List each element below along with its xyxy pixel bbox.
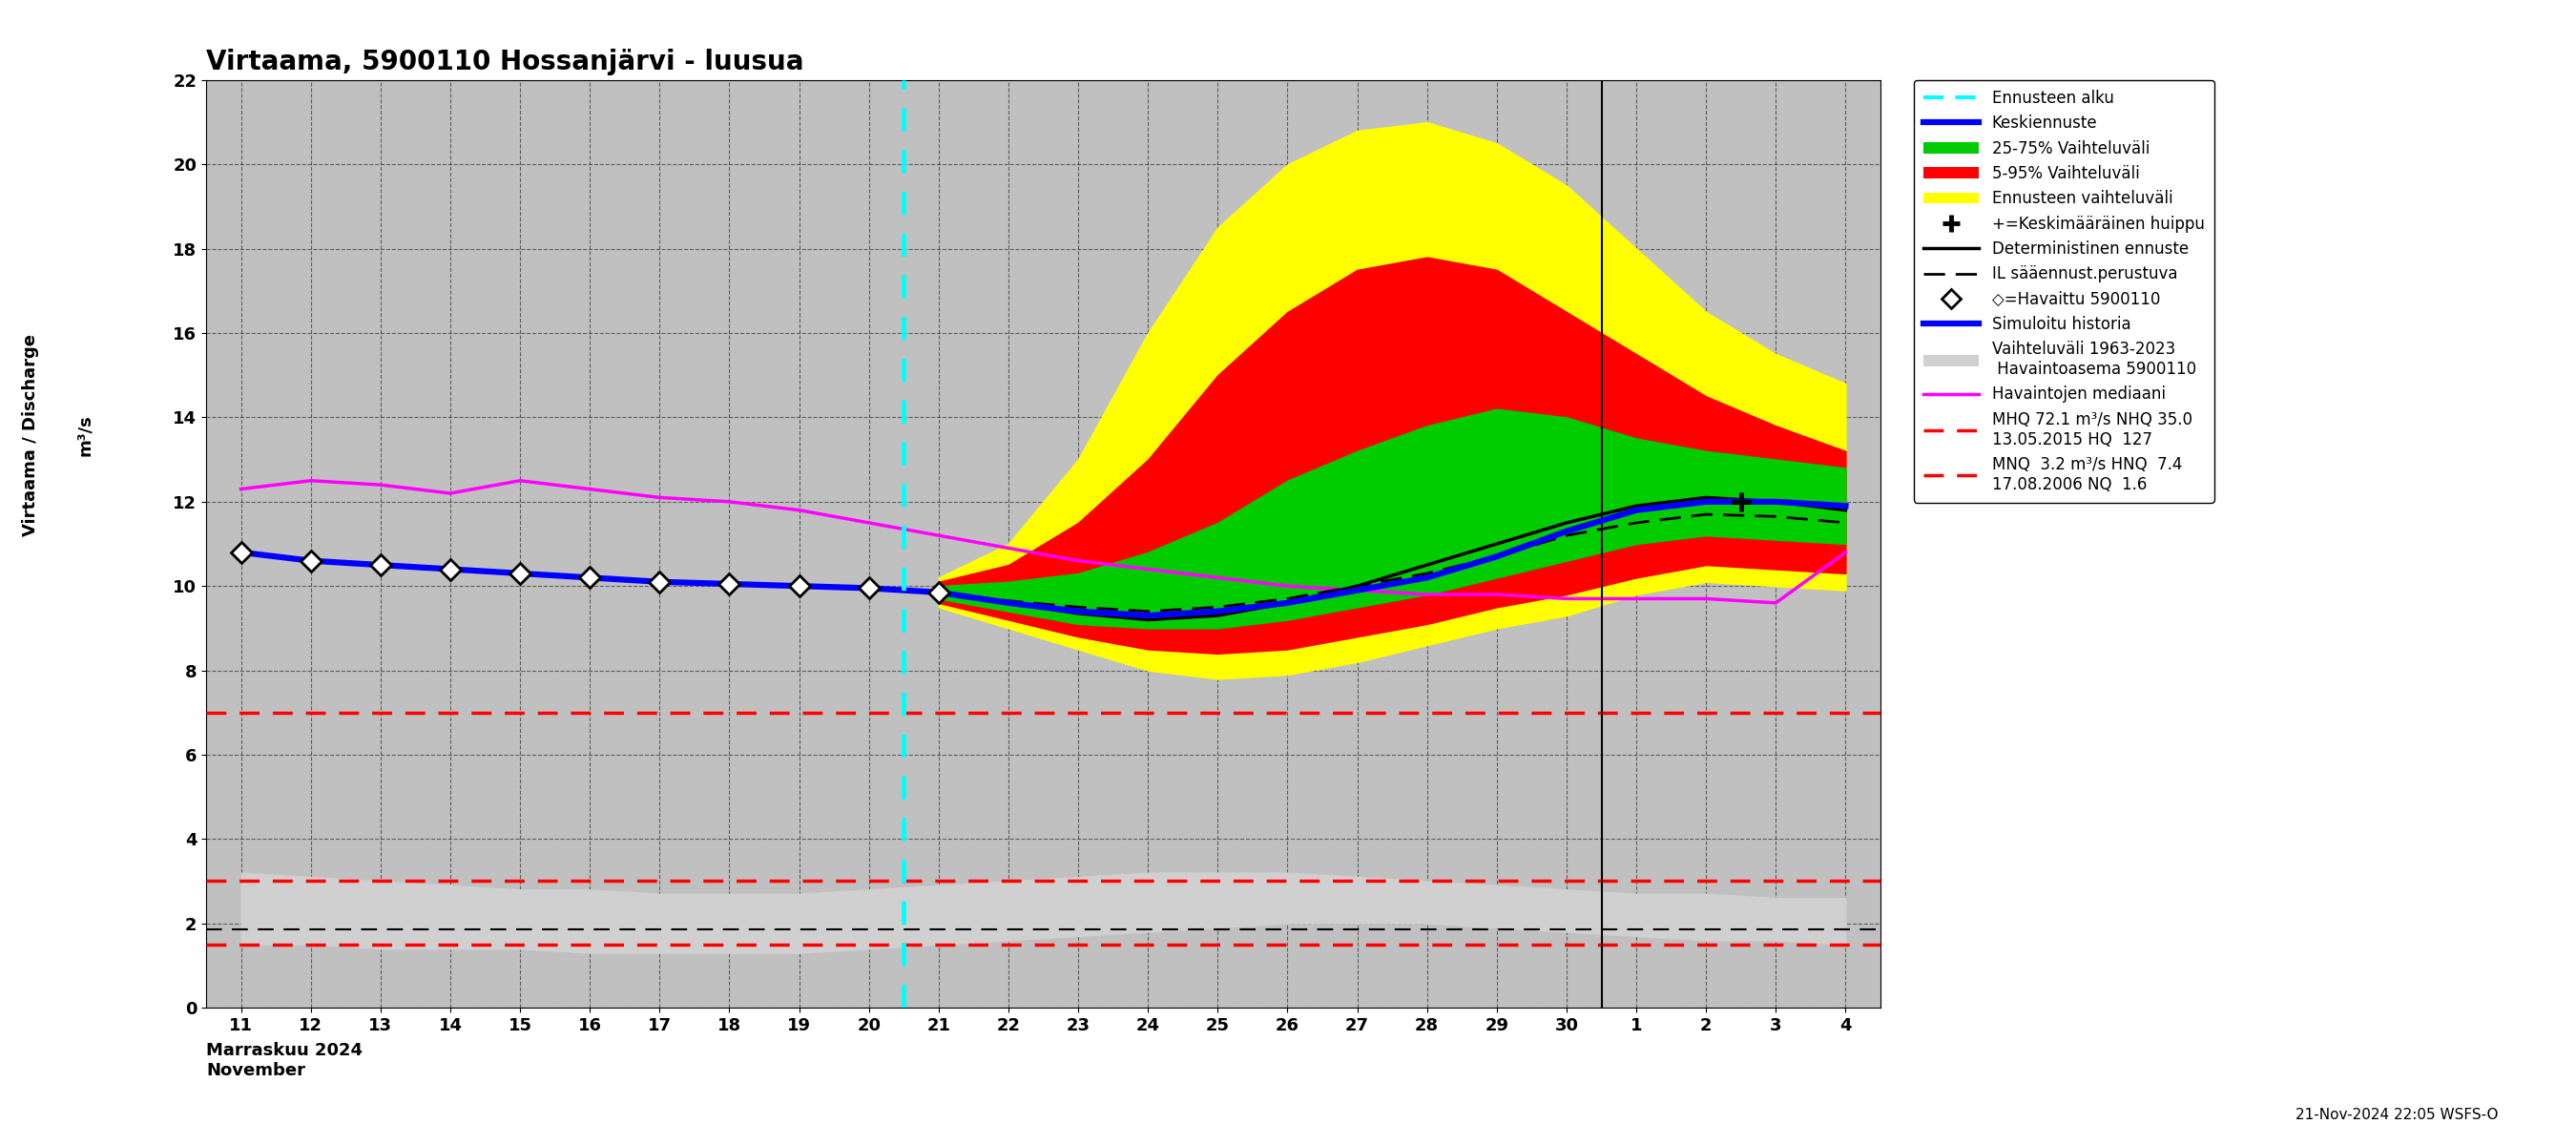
- Text: m³/s: m³/s: [77, 414, 93, 456]
- Legend: Ennusteen alku, Keskiennuste, 25-75% Vaihteluväli, 5-95% Vaihteluväli, Ennusteen: Ennusteen alku, Keskiennuste, 25-75% Vai…: [1914, 80, 2213, 503]
- Text: 21-Nov-2024 22:05 WSFS-O: 21-Nov-2024 22:05 WSFS-O: [2295, 1108, 2499, 1122]
- Text: Virtaama / Discharge: Virtaama / Discharge: [23, 334, 39, 536]
- Text: Virtaama, 5900110 Hossanjärvi - luusua: Virtaama, 5900110 Hossanjärvi - luusua: [206, 48, 804, 76]
- X-axis label: Marraskuu 2024
November: Marraskuu 2024 November: [206, 1042, 363, 1079]
